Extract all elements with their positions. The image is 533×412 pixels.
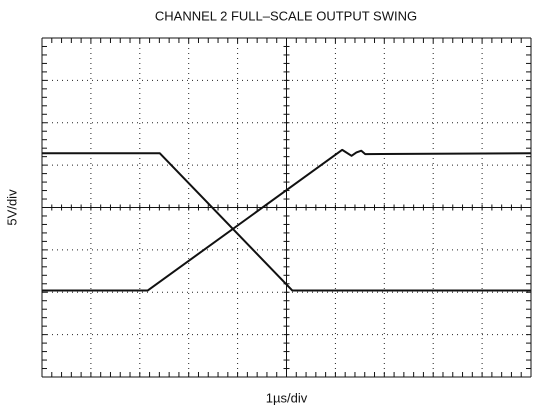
chart-title: CHANNEL 2 FULL–SCALE OUTPUT SWING [155, 8, 417, 23]
x-axis-label: 1µs/div [266, 390, 308, 405]
trace [42, 152, 531, 292]
trace [42, 148, 532, 292]
y-axis-label: 5V/div [4, 189, 19, 226]
